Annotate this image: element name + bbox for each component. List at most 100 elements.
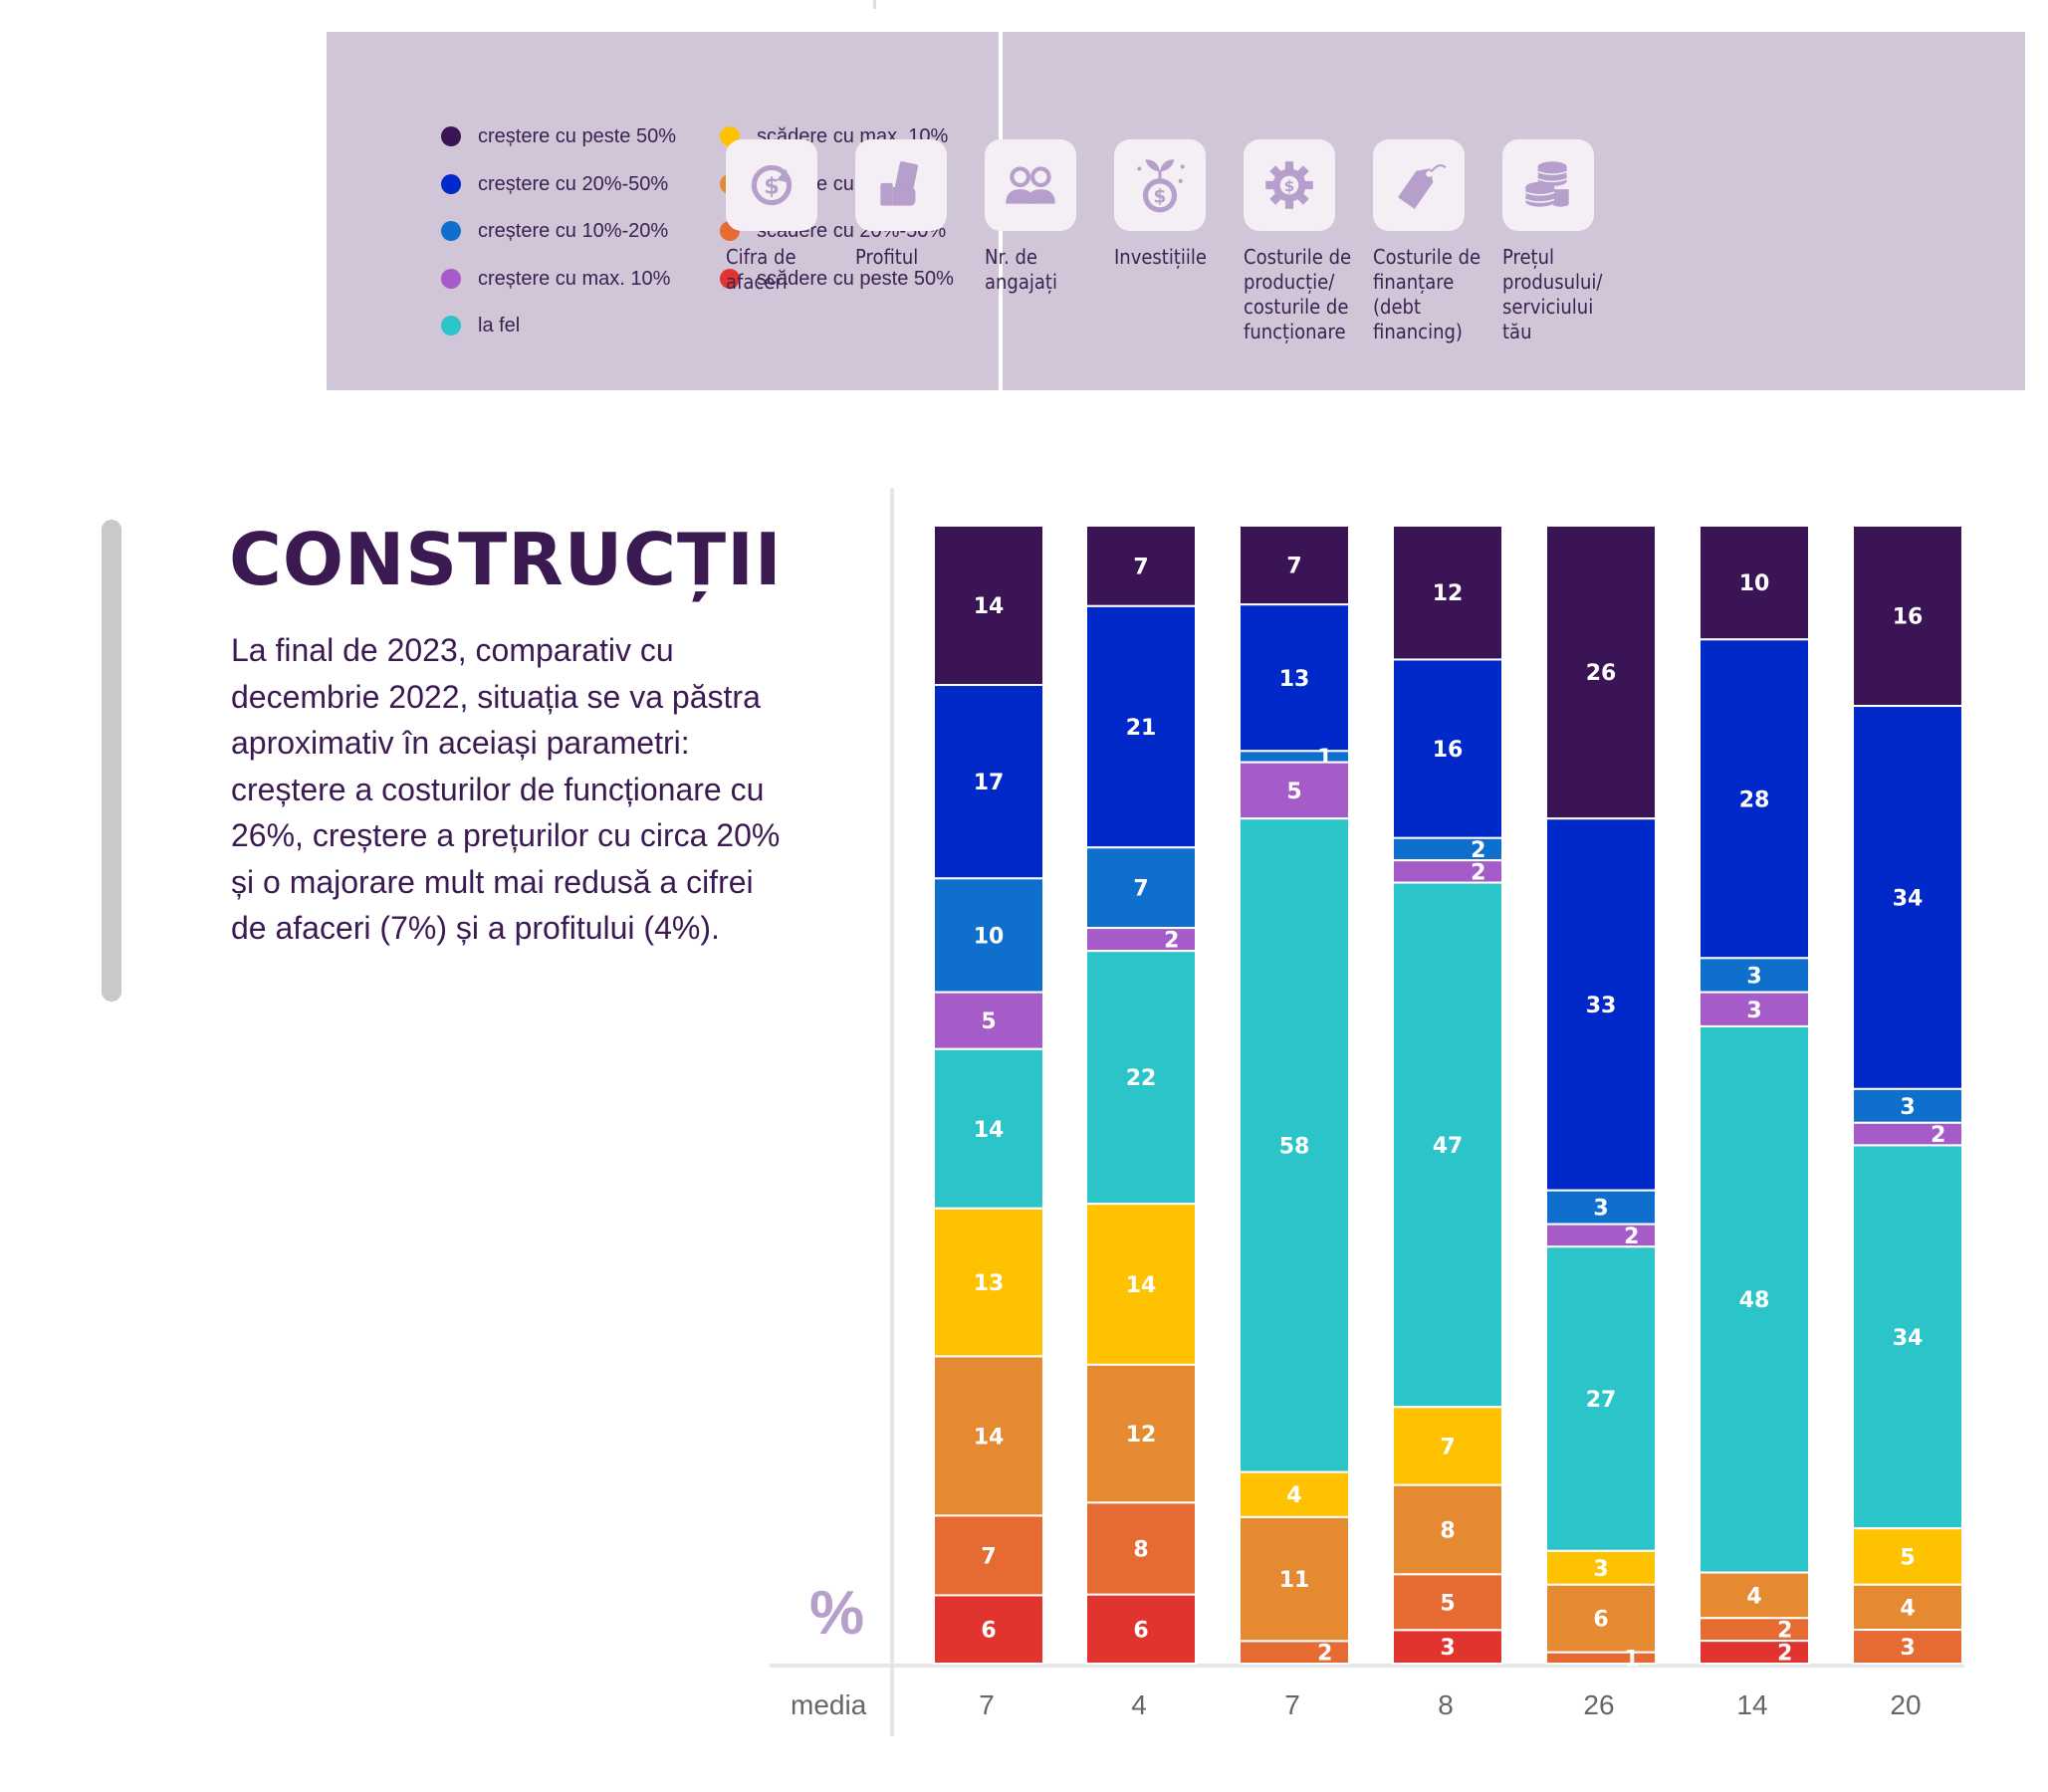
bar-segment (933, 525, 1044, 687)
data-label: 7 (1440, 1435, 1455, 1459)
data-label: 10 (974, 924, 1005, 949)
data-label: 3 (1900, 1095, 1915, 1120)
data-label: 22 (1126, 1066, 1157, 1091)
bar-segment (1085, 927, 1197, 953)
media-value: 7 (979, 1689, 995, 1720)
svg-text:$: $ (1284, 177, 1295, 195)
legend-swatch (441, 221, 461, 241)
bar-segment (1852, 1527, 1963, 1586)
bar-segment (933, 877, 1044, 994)
price-tag-icon (1373, 139, 1465, 231)
data-label: 14 (974, 1118, 1005, 1143)
legend-swatch (441, 269, 461, 289)
bar-segment (1699, 525, 1810, 641)
data-label: 33 (1586, 994, 1617, 1018)
bar-segment (1545, 525, 1657, 820)
bar-segment (1085, 1363, 1197, 1504)
data-label: 6 (1593, 1608, 1608, 1633)
legend-label: creștere cu 10%-20% (478, 219, 669, 242)
bar-segment (1699, 1024, 1810, 1574)
data-label: 3 (1440, 1636, 1455, 1661)
bar-segment (1085, 1593, 1197, 1666)
indicator-7: Prețul produsului/ serviciului tău (1502, 139, 1632, 344)
bar-segment (1392, 836, 1503, 862)
data-label: 21 (1126, 716, 1157, 741)
data-label: 26 (1586, 661, 1617, 686)
data-label: 6 (1133, 1618, 1148, 1643)
data-label: 2 (1471, 838, 1485, 863)
bar-segment (1239, 761, 1350, 820)
data-label: 48 (1739, 1288, 1770, 1313)
bar-segment (1852, 1629, 1963, 1666)
legend-swatch (441, 174, 461, 194)
data-label: 12 (1433, 581, 1464, 606)
svg-text:$: $ (764, 173, 780, 199)
indicator-label: Nr. de angajați (985, 245, 1057, 294)
data-label: 2 (1471, 860, 1485, 885)
data-label: 1 (1624, 1647, 1639, 1672)
data-label: 8 (1440, 1519, 1455, 1544)
data-label: 3 (1593, 1557, 1608, 1582)
data-label: 34 (1893, 1326, 1924, 1351)
media-value: 7 (1284, 1689, 1300, 1720)
bar-segment (1392, 859, 1503, 884)
bar-segment (1085, 1203, 1197, 1366)
media-value: 26 (1583, 1689, 1614, 1720)
dollar-cycle-icon: $ (726, 139, 817, 231)
bar-segment (1699, 1571, 1810, 1620)
bar-segment (1392, 1629, 1503, 1665)
data-label: 3 (1900, 1636, 1915, 1661)
bar-segment (1699, 1617, 1810, 1643)
bar-segment (1085, 950, 1197, 1206)
bar-segment (1085, 846, 1197, 930)
data-label: 7 (1133, 555, 1148, 579)
people-icon (985, 139, 1076, 231)
indicator-6: Costurile de finanțare (debt financing) (1373, 139, 1502, 344)
data-label: 2 (1777, 1642, 1792, 1667)
bar-segment (1239, 750, 1350, 764)
data-label: 12 (1126, 1423, 1157, 1448)
bar-segment (1392, 1573, 1503, 1632)
media-value: 8 (1438, 1689, 1454, 1720)
indicator-label: Costurile de producție/ costurile de fun… (1244, 245, 1352, 343)
data-label: 5 (1286, 780, 1301, 804)
legend-item-lafel: la fel (441, 311, 520, 340)
bar-segment (1239, 525, 1350, 606)
bar-segment (1392, 658, 1503, 839)
data-label: 58 (1279, 1134, 1310, 1159)
svg-text:$: $ (1154, 187, 1167, 208)
legend-item-cmax10: creștere cu max. 10% (441, 264, 670, 294)
top-divider-line (873, 0, 876, 9)
media-value: 4 (1131, 1689, 1147, 1720)
data-label: 47 (1433, 1134, 1464, 1159)
legend-panel: creștere cu peste 50% creștere cu 20%-50%… (327, 32, 2025, 390)
bar-segment (1392, 525, 1503, 661)
chart-axis-line (890, 488, 894, 1736)
bar-segment (1852, 1087, 1963, 1124)
money-hand-icon (855, 139, 947, 231)
legend-label: creștere cu 20%-50% (478, 172, 669, 195)
legend-item-peste50: creștere cu peste 50% (441, 121, 676, 151)
legend-swatch (720, 269, 740, 289)
bar-segment (1699, 1640, 1810, 1666)
data-label: 5 (1440, 1591, 1455, 1616)
data-label: 8 (1133, 1538, 1148, 1563)
legend-item-c2050: creștere cu 20%-50% (441, 169, 668, 199)
data-label: 28 (1739, 787, 1770, 812)
legend-item-speste50: scădere cu peste 50% (720, 264, 954, 294)
bar-segment (1852, 1121, 1963, 1147)
indicator-label: Prețul produsului/ serviciului tău (1502, 245, 1603, 343)
bar-segment (1699, 991, 1810, 1027)
data-label: 5 (1900, 1545, 1915, 1570)
data-label: 7 (1286, 555, 1301, 579)
data-label: 16 (1893, 605, 1924, 630)
bar-segment (1545, 1223, 1657, 1248)
data-label: 14 (1126, 1273, 1157, 1298)
data-label: 2 (1624, 1225, 1639, 1249)
data-label: 17 (974, 771, 1005, 795)
